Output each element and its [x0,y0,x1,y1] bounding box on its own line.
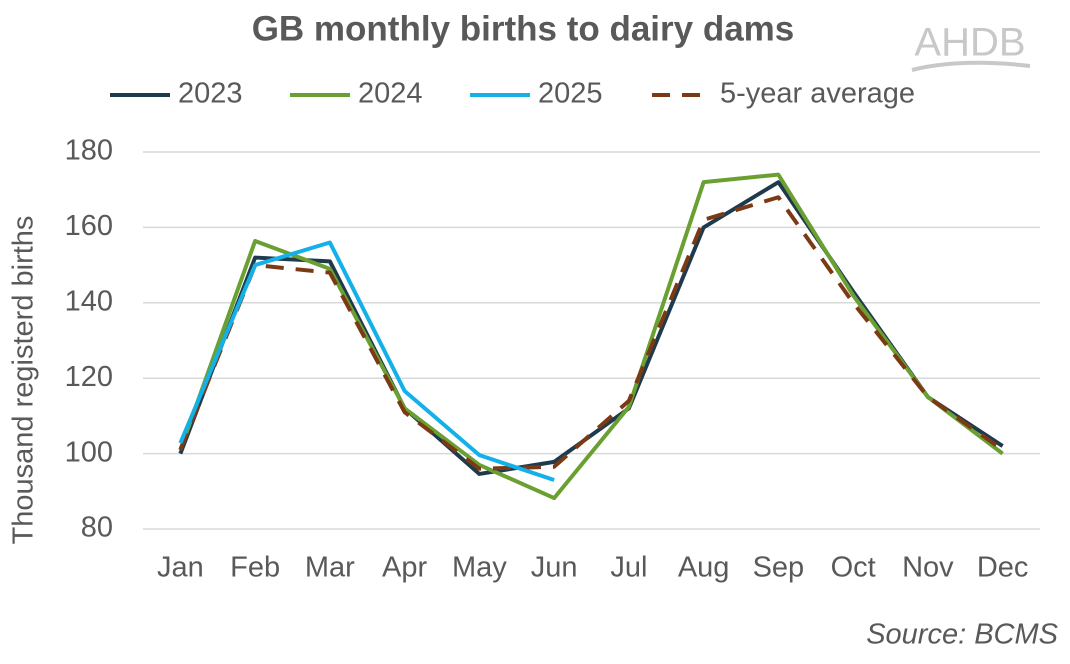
x-tick-label: Oct [831,552,876,584]
series-line [178,240,555,482]
chart-title: GB monthly births to dairy dams [252,9,795,48]
y-axis-label: Thousand registerd births [8,216,40,545]
y-tick-label: 100 [65,436,113,468]
x-tick-label: Apr [382,552,427,584]
y-tick-label: 80 [81,512,113,544]
x-tick-label: May [452,552,507,584]
series-line [178,195,1004,471]
y-tick-label: 160 [65,210,113,242]
logo: AHDB [914,21,1025,65]
source: Source: BCMS [866,619,1058,651]
legend-label: 2025 [538,78,603,110]
series-line [178,172,1004,501]
x-tick-label: Sep [753,552,805,584]
y-tick-label: 140 [65,285,113,317]
x-tick-label: Aug [678,552,730,584]
x-tick-label: Feb [230,552,280,584]
x-tick-label: Jan [157,552,204,584]
x-tick-label: Nov [902,552,954,584]
x-tick-label: Mar [305,552,355,584]
y-tick-label: 180 [65,135,113,167]
legend-label: 5-year average [720,78,915,110]
x-tick-label: Jun [531,552,578,584]
x-tick-label: Dec [977,552,1029,584]
logo-swoosh [911,60,1031,72]
legend-label: 2024 [358,78,423,110]
y-tick-label: 120 [65,361,113,393]
x-tick-label: Jul [610,552,647,584]
legend-label: 2023 [178,78,243,110]
